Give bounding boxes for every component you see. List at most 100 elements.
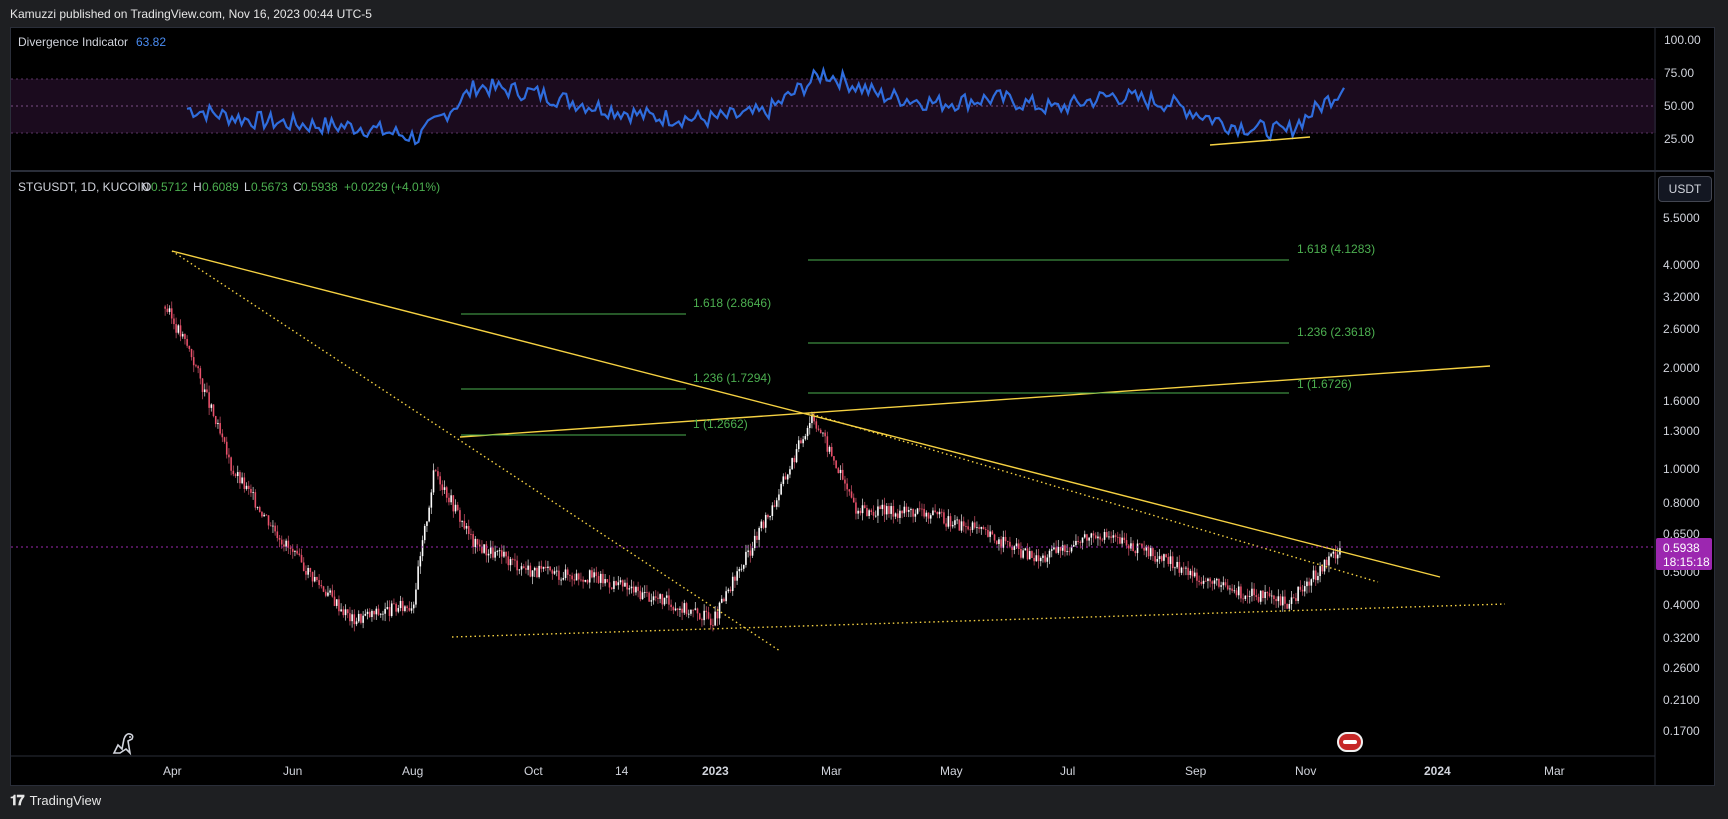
candle-body xyxy=(1002,536,1005,548)
candle-body xyxy=(1176,561,1178,568)
candle-body xyxy=(1240,586,1242,599)
candle-body xyxy=(874,515,877,517)
candle-body xyxy=(470,534,472,535)
candle-body xyxy=(1220,585,1222,587)
candle-body xyxy=(234,474,237,477)
candle-body xyxy=(905,506,908,512)
candle-body xyxy=(379,613,382,615)
candle-body xyxy=(1237,586,1240,596)
candle-body xyxy=(1125,540,1128,546)
candle-body xyxy=(883,504,886,515)
candle-body xyxy=(467,525,470,535)
candle-body xyxy=(316,576,318,581)
candle-body xyxy=(313,576,316,582)
us-events-flag-icon[interactable] xyxy=(1337,732,1363,752)
candle-body xyxy=(408,608,411,611)
candle-body xyxy=(914,513,917,517)
candle-body xyxy=(536,567,538,578)
candle-body xyxy=(267,515,270,526)
candle-body xyxy=(1061,545,1064,551)
candle-body xyxy=(850,491,853,498)
candle-body xyxy=(738,569,741,572)
candle-body xyxy=(476,538,479,545)
candle-body xyxy=(806,428,809,437)
candle-body xyxy=(661,594,664,605)
candle-body xyxy=(604,579,606,584)
candle-body xyxy=(896,513,899,518)
candle-body xyxy=(342,609,345,616)
candle-body xyxy=(989,531,991,537)
price-tick-label: 3.2000 xyxy=(1663,290,1700,304)
chart-frame[interactable] xyxy=(10,27,1715,786)
candle-body xyxy=(243,477,246,489)
candle-body xyxy=(465,525,468,529)
candle-body xyxy=(991,531,994,535)
candle-body xyxy=(1209,578,1211,582)
candle-body xyxy=(217,422,219,425)
candle-body xyxy=(976,527,978,529)
candle-body xyxy=(1000,539,1002,548)
candle-body xyxy=(993,534,996,541)
candle-body xyxy=(758,528,760,540)
candle-body xyxy=(1141,543,1143,548)
candle-body xyxy=(663,597,666,605)
candle-body xyxy=(1015,543,1018,547)
candle-body xyxy=(540,565,543,569)
candle-body xyxy=(676,608,679,610)
candle-body xyxy=(1072,545,1075,547)
candle-body xyxy=(672,607,675,611)
candle-body xyxy=(210,404,213,408)
candle-body xyxy=(815,421,818,429)
candle-body xyxy=(188,345,191,349)
candle-body xyxy=(573,579,576,581)
candle-body xyxy=(423,525,426,541)
candle-body xyxy=(1198,580,1200,582)
candle-body xyxy=(943,512,945,524)
fib-label: 1 (1.6726) xyxy=(1297,377,1352,391)
candle-body xyxy=(393,603,395,605)
candle-body xyxy=(1011,546,1013,550)
candle-body xyxy=(289,547,292,549)
candle-body xyxy=(223,437,226,442)
candle-body xyxy=(725,591,727,602)
candle-body xyxy=(841,469,844,480)
high-label: H xyxy=(193,180,202,194)
candle-body xyxy=(764,514,767,528)
candle-body xyxy=(166,308,169,312)
candle-body xyxy=(1215,578,1218,581)
candle-body xyxy=(703,610,705,621)
candle-body xyxy=(877,506,879,516)
candle-body xyxy=(749,550,752,556)
candle-body xyxy=(503,551,505,557)
candle-body xyxy=(639,590,642,600)
candle-body xyxy=(239,472,241,484)
candle-body xyxy=(954,520,956,526)
candle-body xyxy=(800,440,802,444)
candle-body xyxy=(1319,566,1321,577)
candle-body xyxy=(305,570,307,575)
candle-body xyxy=(426,521,428,526)
candle-body xyxy=(1099,536,1101,540)
candle-body xyxy=(1127,545,1130,549)
trendline-descending-dotted xyxy=(171,250,781,652)
candle-body xyxy=(751,548,754,556)
candle-body xyxy=(973,522,976,528)
candle-body xyxy=(241,477,243,484)
candle-body xyxy=(1182,567,1185,569)
candle-body xyxy=(483,544,485,553)
candle-body xyxy=(1024,548,1027,551)
candle-body xyxy=(1079,541,1082,543)
candle-body xyxy=(351,614,353,622)
indicator-divergence-line xyxy=(1209,136,1311,146)
currency-button[interactable]: USDT xyxy=(1658,176,1712,202)
candle-body xyxy=(448,497,450,503)
tradingview-logo-icon: 𝟏𝟕 xyxy=(10,792,25,808)
candle-body xyxy=(1334,551,1337,559)
candle-body xyxy=(329,590,331,593)
candle-body xyxy=(340,609,342,612)
fib-label: 1.236 (2.3618) xyxy=(1297,325,1375,339)
candle-body xyxy=(1035,555,1038,562)
candle-body xyxy=(206,389,208,393)
candle-body xyxy=(1266,591,1269,594)
